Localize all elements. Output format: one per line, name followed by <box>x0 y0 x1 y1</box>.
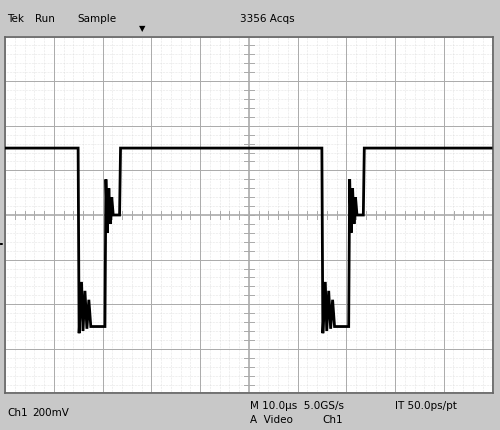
Text: Sample: Sample <box>78 13 116 24</box>
Text: Run: Run <box>35 13 55 24</box>
Text: Tek: Tek <box>8 13 24 24</box>
Text: IT 50.0ps/pt: IT 50.0ps/pt <box>395 401 457 412</box>
Text: Ch1: Ch1 <box>8 408 28 418</box>
Text: Ch1: Ch1 <box>322 415 343 425</box>
Text: 3356 Acqs: 3356 Acqs <box>240 13 294 24</box>
Text: 200mV: 200mV <box>32 408 70 418</box>
Text: A  Video: A Video <box>250 415 293 425</box>
Text: ▼: ▼ <box>139 24 146 33</box>
Text: M 10.0μs  5.0GS/s: M 10.0μs 5.0GS/s <box>250 401 344 412</box>
